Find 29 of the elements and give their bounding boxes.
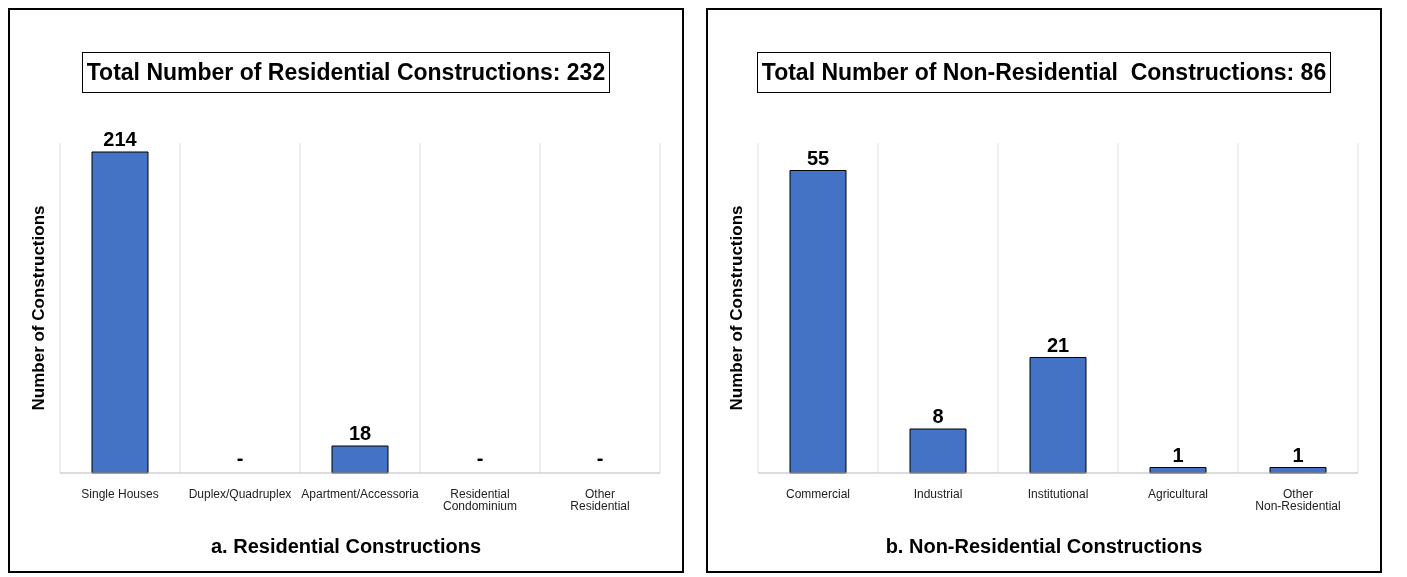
bar — [789, 170, 847, 474]
x-tick-label: Duplex/Quadruplex — [188, 486, 292, 501]
x-tick-label: Residential Condominium — [442, 486, 518, 513]
x-axis-title: b. Non-Residential Constructions — [884, 535, 1204, 558]
x-tick-label: Other Non-Residential — [1255, 486, 1341, 513]
x-tick-label: Commercial — [785, 486, 851, 501]
data-label: 21 — [1046, 333, 1070, 356]
x-tick-label: Apartment/Accessoria — [301, 486, 420, 501]
chart-title: Total Number of Residential Constructions: 232 — [81, 52, 611, 93]
chart-title: Total Number of Non-Residential Constructions: 86 — [756, 52, 1332, 93]
bar — [1029, 357, 1087, 474]
x-axis-title: a. Residential Constructions — [209, 535, 483, 558]
data-label: - — [596, 447, 604, 469]
x-tick-label: Other Residential — [570, 486, 630, 513]
data-label: 18 — [348, 422, 372, 444]
x-tick-label: Industrial — [913, 486, 963, 501]
data-label: - — [236, 447, 244, 469]
y-axis-title: Number of Constructions — [727, 205, 747, 411]
data-label: 55 — [806, 146, 830, 169]
bar — [909, 428, 967, 474]
data-label: - — [476, 447, 484, 469]
y-axis-title: Number of Constructions — [29, 205, 49, 411]
x-tick-label: Single Houses — [81, 486, 159, 501]
data-label: 8 — [932, 405, 944, 427]
x-tick-label: Agricultural — [1147, 486, 1209, 501]
data-label: 1 — [1292, 443, 1304, 466]
x-tick-label: Institutional — [1027, 486, 1089, 501]
data-label: 1 — [1172, 443, 1184, 466]
data-label: 214 — [103, 128, 138, 150]
